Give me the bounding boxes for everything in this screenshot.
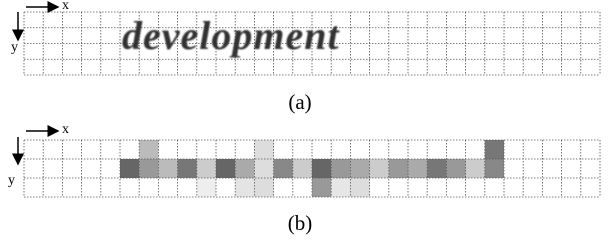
cell [254,178,273,197]
cell [370,159,389,178]
cell [139,159,158,178]
cell [293,159,312,178]
cell [312,178,331,197]
figure: x y development (a) x y (b) [0,0,608,241]
cell [485,140,504,159]
grid-b [24,140,600,197]
cell [312,159,331,178]
y-label: y [11,40,18,55]
cell [139,140,158,159]
y-label: y [8,173,15,188]
cell [178,159,197,178]
caption: (a) [288,90,311,114]
cell [254,159,273,178]
caption: (b) [288,211,313,235]
cell [235,178,254,197]
x-label: x [62,122,69,137]
x-label: x [62,0,69,13]
cell [216,159,235,178]
cell [350,178,369,197]
cell [350,159,369,178]
cell [408,159,427,178]
cell [235,159,254,178]
cell [466,159,485,178]
cell [254,140,273,159]
handwriting: development [122,13,340,58]
cell [197,178,216,197]
cell [331,159,350,178]
cell [158,159,177,178]
cell [274,159,293,178]
cell [197,159,216,178]
cell [427,159,446,178]
cell [446,159,465,178]
cell [331,178,350,197]
cell [485,159,504,178]
cell [389,159,408,178]
cell [120,159,139,178]
